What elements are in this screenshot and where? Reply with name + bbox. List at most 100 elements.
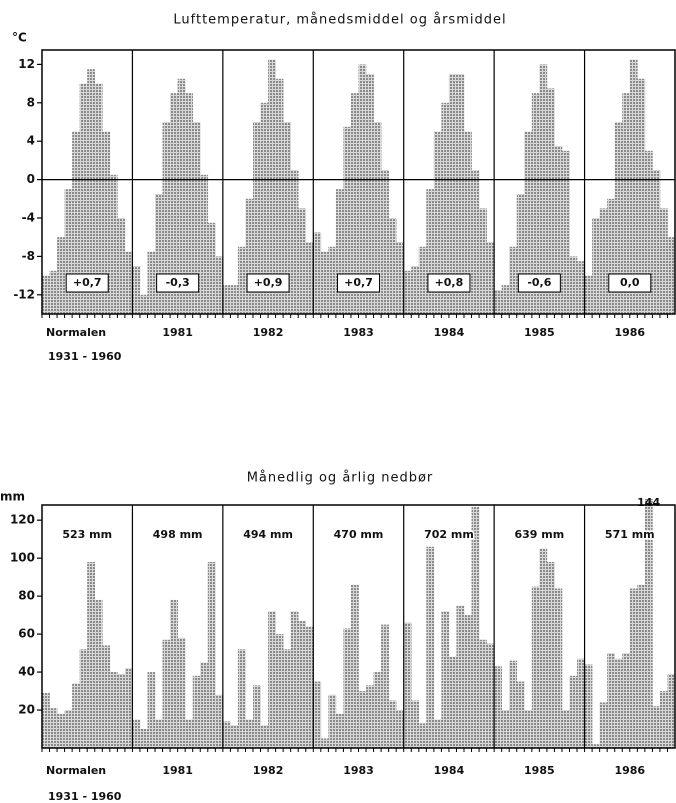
bar [237,649,246,748]
bar [622,93,631,314]
bar [411,700,420,748]
bar [629,588,638,748]
annual-box [427,273,471,293]
period-label: 1981 [162,764,193,777]
bar [102,131,111,314]
bar [366,685,374,748]
bar [448,74,457,314]
bar [230,285,239,314]
annual-label: 470 mm [334,528,384,541]
y-tick-label: 40 [18,665,35,679]
annual-box [246,273,290,293]
bar [464,615,472,748]
bar [132,266,141,314]
bar [561,150,570,314]
bar [448,656,457,748]
annual-label: 523 mm [62,528,112,541]
period-label: Normalen [46,326,106,339]
period-label: 1986 [614,326,645,339]
bar [139,294,148,314]
bar [207,222,216,314]
bar [222,721,231,748]
annual-label: 702 mm [424,528,474,541]
period-label: 1983 [343,764,374,777]
bar [260,102,269,314]
annual-box [337,273,380,293]
plot-frame [41,504,676,749]
bar [411,266,420,314]
chart-title: Lufttemperatur, månedsmiddel og årsmidde… [173,13,506,28]
bar [366,74,374,314]
bar [652,706,661,748]
period-label: Normalen [46,764,106,777]
bar [494,666,502,748]
bar [531,93,540,314]
bar [283,649,291,748]
bar [652,170,661,314]
y-tick-label: 100 [10,551,35,565]
bar [637,78,646,314]
bar [283,122,291,314]
bar [471,506,480,748]
bar [539,64,548,314]
bar [479,639,487,748]
bar [290,170,299,314]
bar [644,499,653,748]
bar [230,725,239,748]
bar [298,208,307,314]
bar [629,59,638,314]
bar [388,218,397,314]
bar [388,700,397,748]
bar [253,122,261,314]
y-tick-label: 12 [18,57,35,71]
bar [381,170,389,314]
bar [64,710,73,748]
bar [245,719,254,748]
annual-label: 498 mm [153,528,203,541]
bar [87,69,96,314]
bar [185,719,194,748]
bar [486,242,495,314]
bar [592,744,600,748]
bar [124,668,133,748]
period-label: 1986 [614,764,645,777]
bar [147,672,156,748]
annual-label: 0,0 [620,276,640,289]
bar [320,738,329,748]
bar [350,584,359,748]
annual-label: -0,6 [527,276,551,289]
bar [456,605,465,748]
bar [343,628,352,748]
bar [396,710,405,748]
bar [222,285,231,314]
bar [644,150,653,314]
bar [546,88,555,314]
bar [418,246,427,314]
bar [215,256,224,314]
bar [381,624,389,748]
bar [607,653,616,748]
bar [298,620,307,748]
period-label: 1982 [253,764,284,777]
bar [561,710,570,748]
bar [305,242,314,314]
bar [516,194,525,314]
bar [185,93,194,314]
bar [147,251,156,314]
bar [275,78,284,314]
period-label: 1984 [434,764,465,777]
bar [117,673,126,748]
bar [207,561,216,748]
bar [170,599,178,748]
bar [109,672,118,748]
bar [659,691,668,748]
bar [614,658,623,748]
bar [622,653,631,748]
bar [418,723,427,748]
bar [539,548,548,748]
bar [290,611,299,748]
y-tick-label: 8 [27,95,35,109]
bar [335,189,344,314]
bar [607,198,616,314]
